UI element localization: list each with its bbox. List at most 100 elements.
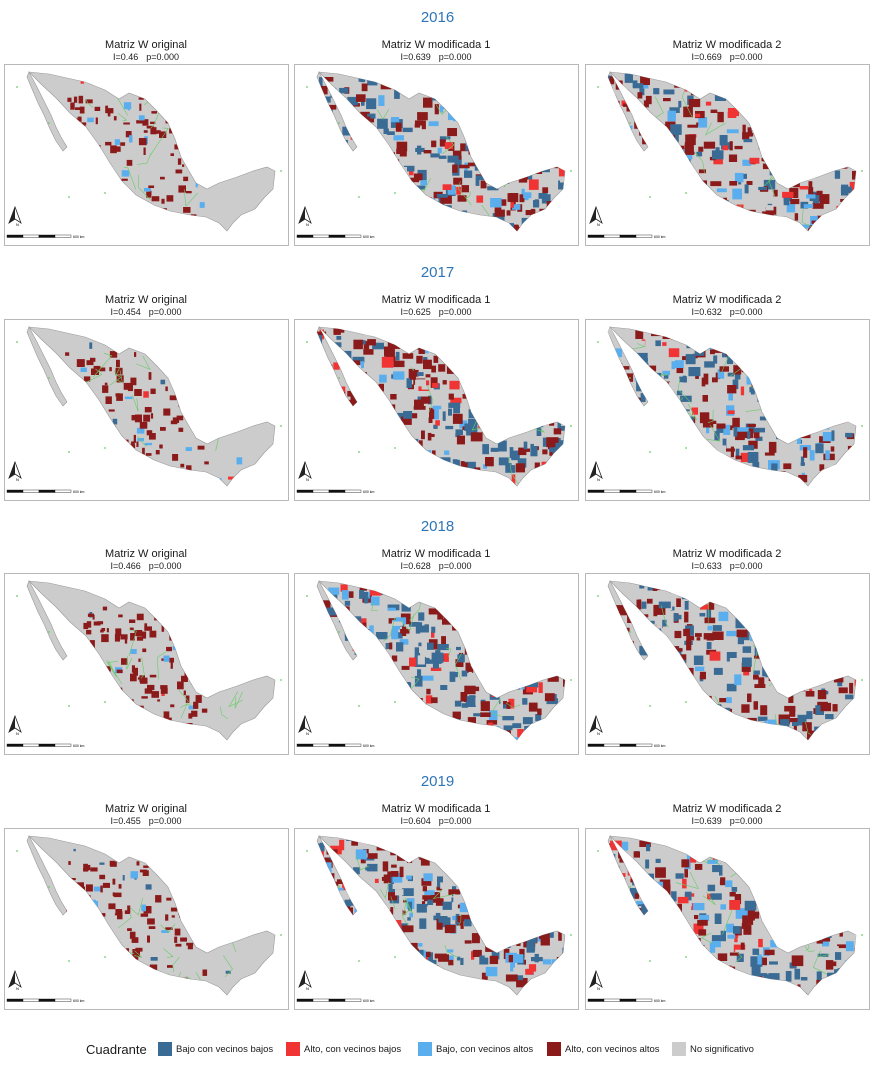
- cluster-cell: [145, 453, 152, 456]
- cluster-cell: [428, 980, 436, 988]
- cluster-cell: [426, 226, 436, 231]
- cluster-cell: [636, 901, 644, 905]
- cluster-cell: [199, 659, 207, 663]
- cluster-cell: [463, 605, 475, 613]
- cluster-cell: [730, 446, 734, 458]
- cluster-cell: [546, 114, 553, 119]
- cluster-cell: [839, 407, 845, 415]
- cluster-cell: [791, 170, 797, 175]
- state-border: [819, 953, 831, 958]
- cluster-cell: [369, 651, 374, 659]
- cluster-cell: [480, 670, 492, 676]
- cluster-cell: [457, 654, 465, 663]
- cluster-cell: [325, 607, 336, 616]
- cluster-cell: [710, 109, 718, 113]
- cluster-cell: [676, 659, 686, 669]
- cluster-cell: [511, 582, 517, 588]
- cluster-cell: [143, 130, 148, 133]
- cluster-cell: [702, 714, 708, 724]
- cluster-cell: [602, 641, 607, 649]
- cluster-cell: [78, 197, 85, 204]
- cluster-cell: [112, 459, 119, 464]
- municipality-clusters: [317, 327, 565, 486]
- cluster-cell: [785, 869, 792, 877]
- cluster-cell: [542, 83, 554, 90]
- cluster-cell: [619, 893, 625, 901]
- cluster-cell: [501, 838, 511, 844]
- cluster-cell: [452, 150, 462, 160]
- cluster-cell: [691, 407, 698, 415]
- cluster-cell: [684, 437, 693, 445]
- cluster-cell: [472, 996, 479, 1001]
- cluster-cell: [622, 411, 635, 421]
- cluster-cell: [556, 598, 561, 603]
- cluster-cell: [742, 584, 755, 590]
- cluster-cell: [823, 851, 828, 859]
- cluster-cell: [183, 359, 192, 363]
- island: [306, 341, 308, 343]
- cluster-cell: [392, 415, 397, 425]
- cluster-cell: [352, 646, 358, 652]
- cluster-cell: [609, 76, 615, 85]
- cluster-cell: [827, 408, 832, 419]
- cluster-cell: [696, 218, 707, 224]
- cluster-cell: [330, 683, 340, 694]
- cluster-cell: [784, 904, 787, 915]
- cluster-cell: [689, 485, 695, 486]
- cluster-cell: [612, 470, 622, 479]
- cluster-cell: [425, 695, 433, 704]
- island: [16, 86, 18, 88]
- cluster-cell: [392, 836, 402, 846]
- cluster-cell: [358, 177, 363, 183]
- cluster-cell: [495, 588, 503, 598]
- cluster-cell: [377, 118, 388, 129]
- cluster-cell: [561, 421, 565, 426]
- cluster-cell: [568, 983, 574, 991]
- mexico-mainland: [318, 71, 566, 232]
- cluster-cell: [567, 985, 577, 989]
- cluster-cell: [699, 914, 710, 922]
- cluster-cell: [367, 457, 379, 465]
- cluster-cell: [354, 899, 362, 908]
- cluster-cell: [365, 734, 377, 740]
- cluster-cell: [121, 658, 128, 665]
- cluster-cell: [365, 398, 377, 408]
- cluster-cell: [684, 218, 694, 228]
- cluster-cell: [492, 679, 503, 690]
- cluster-cell: [469, 102, 477, 109]
- cluster-cell: [745, 227, 750, 231]
- state-border: [114, 367, 121, 377]
- state-border: [670, 719, 682, 732]
- cluster-cell: [178, 626, 186, 633]
- cluster-cell: [806, 905, 815, 910]
- cluster-cell: [390, 718, 396, 728]
- cluster-cell: [172, 417, 180, 423]
- island: [861, 934, 863, 936]
- cluster-cell: [756, 586, 764, 595]
- cluster-cell: [345, 686, 351, 693]
- cluster-cell: [519, 948, 525, 959]
- cluster-cell: [608, 671, 617, 679]
- cluster-cell: [542, 733, 550, 737]
- cluster-cell: [385, 643, 392, 650]
- cluster-cell: [712, 625, 722, 631]
- cluster-cell: [115, 963, 122, 967]
- cluster-cell: [327, 675, 335, 679]
- cluster-cell: [658, 420, 662, 427]
- cluster-cell: [567, 929, 572, 933]
- north-label: N: [597, 986, 600, 991]
- cluster-cell: [420, 738, 432, 740]
- cluster-cell: [131, 441, 135, 446]
- cluster-cell: [677, 226, 686, 231]
- cluster-cell: [694, 583, 699, 591]
- cluster-cell: [90, 940, 97, 949]
- cluster-cell: [812, 633, 819, 641]
- cluster-cell: [727, 385, 737, 394]
- cluster-cell: [840, 162, 848, 169]
- north-arrow-icon: N: [8, 460, 22, 482]
- cluster-cell: [140, 913, 149, 917]
- cluster-cell: [668, 965, 676, 974]
- cluster-cell: [819, 914, 826, 924]
- cluster-cell: [557, 98, 565, 106]
- cluster-cell: [81, 667, 85, 672]
